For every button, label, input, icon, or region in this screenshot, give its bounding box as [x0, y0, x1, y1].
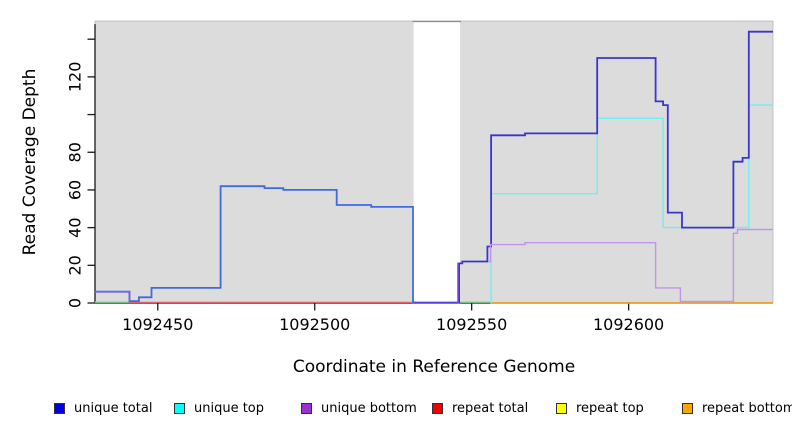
series-unique-total-right — [458, 30, 773, 304]
series-unique-total-left — [95, 185, 414, 304]
legend-label: unique bottom — [321, 400, 417, 416]
y-tick-label: 80 — [66, 142, 85, 162]
series-unique-bottom-right — [488, 228, 773, 303]
y-tick-label: 60 — [66, 180, 85, 200]
legend-item-unique-total: unique total — [54, 400, 152, 416]
legend-label: repeat bottom — [702, 400, 792, 416]
series-unique-bottom-left — [95, 291, 131, 303]
x-tick-label: 1092500 — [279, 315, 350, 334]
x-tick-label: 1092450 — [122, 315, 193, 334]
legend-label: repeat top — [576, 400, 644, 416]
legend-label: unique top — [194, 400, 265, 416]
repeat-top-swatch-icon — [556, 402, 567, 414]
x-tick-label: 1092550 — [436, 315, 507, 334]
y-tick-label: 120 — [66, 62, 85, 93]
legend-item-repeat-bottom: repeat bottom — [682, 400, 792, 416]
unique-top-swatch-icon — [174, 402, 185, 414]
repeat-bottom-swatch-icon — [682, 402, 693, 414]
no-data-gap — [413, 21, 461, 303]
unique-bottom-swatch-icon — [301, 402, 312, 414]
legend-item-unique-top: unique top — [174, 400, 264, 416]
x-axis-title: Coordinate in Reference Genome — [292, 357, 576, 377]
legend-label: unique total — [74, 400, 153, 416]
x-tick-label: 1092600 — [593, 315, 664, 334]
legend: unique total unique top unique bottom re… — [0, 400, 792, 418]
y-tick-label: 40 — [66, 217, 85, 237]
series-unique-bottom-rise — [457, 262, 459, 304]
y-axis-title: Read Coverage Depth — [20, 68, 40, 256]
legend-item-repeat-total: repeat total — [432, 400, 528, 416]
repeat-total-swatch-icon — [432, 402, 443, 414]
legend-item-unique-bottom: unique bottom — [301, 400, 417, 416]
legend-item-repeat-top: repeat top — [556, 400, 644, 416]
unique-total-swatch-icon — [54, 402, 65, 414]
y-tick-label: 20 — [66, 255, 85, 275]
y-tick-label: 0 — [66, 298, 85, 308]
legend-label: repeat total — [452, 400, 529, 416]
